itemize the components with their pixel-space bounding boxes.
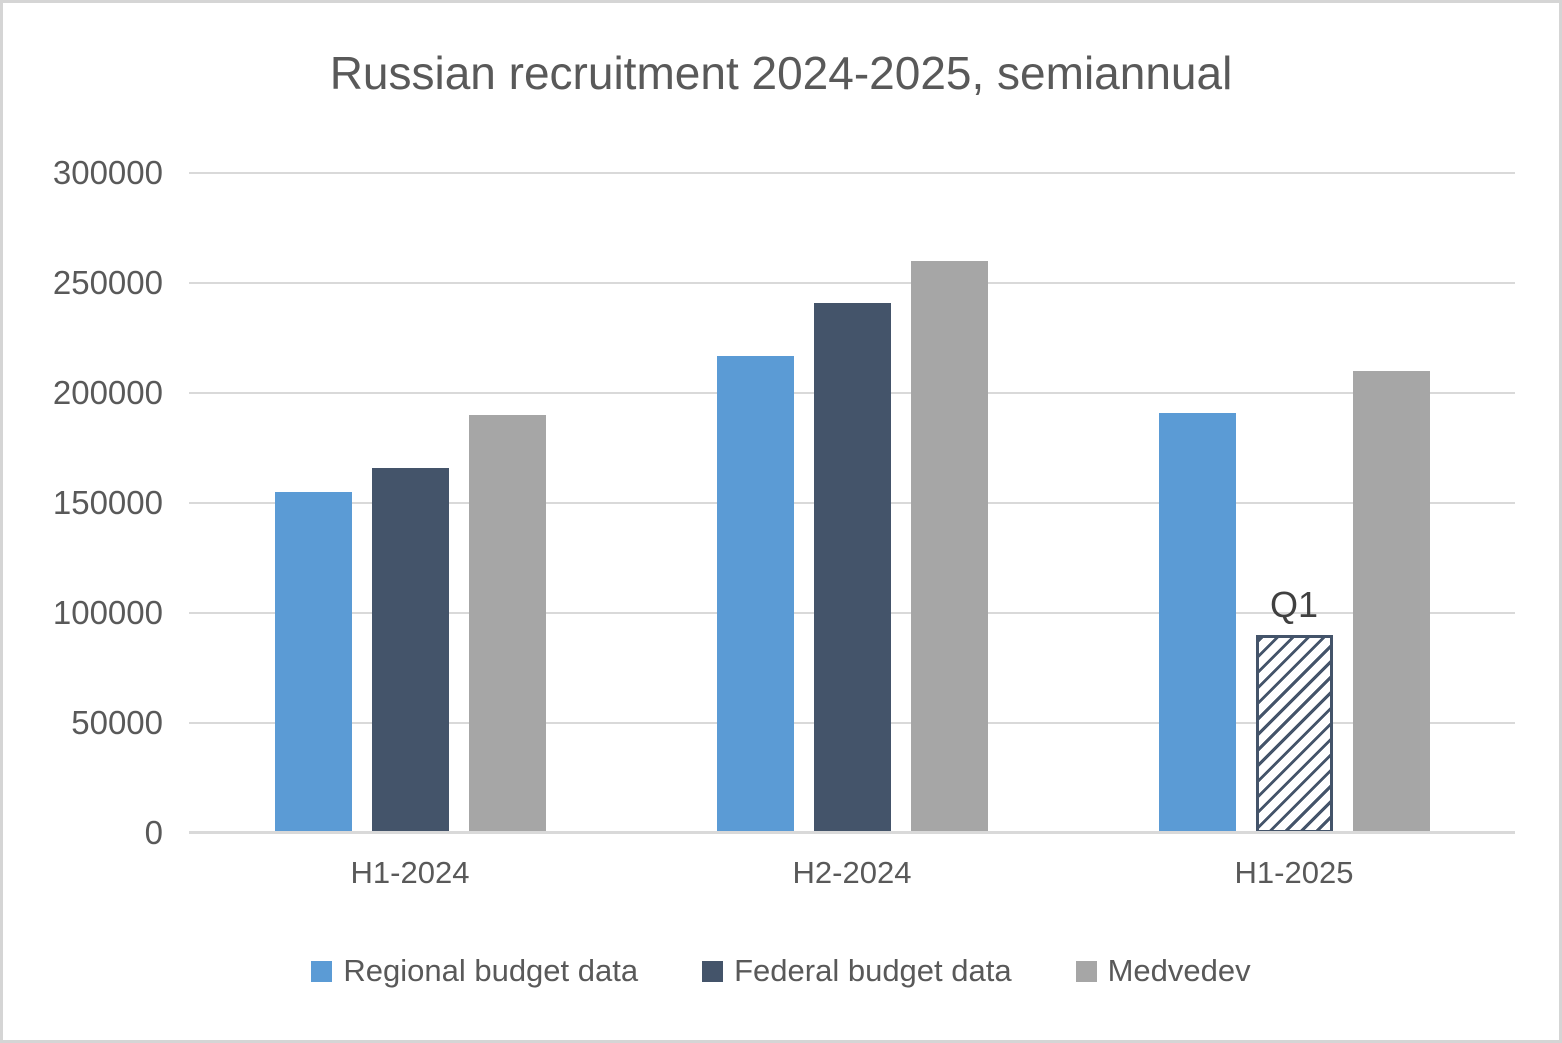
bar-slot-medvedev-h2-2024 xyxy=(910,261,988,833)
bar-slot-regional-budget-data-h1-2024 xyxy=(274,492,352,833)
bar-group-h1-2024 xyxy=(274,415,546,833)
bar-slot-federal-budget-data-h2-2024 xyxy=(813,302,891,833)
gridline-300000 xyxy=(189,172,1515,174)
bar-slot-medvedev-h1-2024 xyxy=(468,415,546,833)
y-tick-label-300000: 300000 xyxy=(52,154,163,191)
x-axis: H1-2024 H2-2024 H1-2025 xyxy=(3,855,1559,900)
y-tick-label-0: 0 xyxy=(144,814,163,851)
x-tick-label-h2-2024: H2-2024 xyxy=(792,855,912,890)
bar-regional-budget-data-h1-2024 xyxy=(274,492,352,833)
y-tick-label-50000: 50000 xyxy=(71,704,163,741)
bar-slot-regional-budget-data-h1-2025 xyxy=(1158,412,1236,833)
bar-group-h2-2024 xyxy=(716,261,988,833)
bar-slot-regional-budget-data-h2-2024 xyxy=(716,355,794,833)
bar-federal-budget-data-h1-2025-q1: Q1 xyxy=(1255,584,1333,833)
chart-title: Russian recruitment 2024-2025, semiannua… xyxy=(329,47,1233,99)
bar-federal-budget-data-h2-2024 xyxy=(813,302,891,833)
legend-label-federal-budget-data: Federal budget data xyxy=(734,953,1012,988)
y-tick-label-250000: 250000 xyxy=(52,264,163,301)
bar-slot-federal-budget-data-h1-2025: Q1 xyxy=(1255,584,1333,833)
legend-item-regional-budget-data: Regional budget data xyxy=(311,953,638,989)
bar-medvedev-h2-2024 xyxy=(910,261,988,833)
x-tick-label-h1-2025: H1-2025 xyxy=(1234,855,1354,890)
legend-label-regional-budget-data: Regional budget data xyxy=(343,953,639,988)
legend-swatch-regional-budget-data xyxy=(311,960,333,982)
y-tick-label-150000: 150000 xyxy=(52,484,163,521)
bar-group-h1-2025: Q1 xyxy=(1158,371,1430,833)
y-tick-label-100000: 100000 xyxy=(52,594,163,631)
legend-swatch-medvedev xyxy=(1075,960,1097,982)
y-axis: 0 50000 100000 150000 200000 250000 300000 xyxy=(3,154,163,851)
bar-regional-budget-data-h1-2025 xyxy=(1158,412,1236,833)
legend-label-medvedev: Medvedev xyxy=(1107,953,1251,988)
legend-item-federal-budget-data: Federal budget data xyxy=(702,953,1012,989)
legend-swatch-federal-budget-data xyxy=(702,960,724,982)
bar-medvedev-h1-2025 xyxy=(1352,371,1430,833)
annotation-q1: Q1 xyxy=(1269,584,1319,625)
bar-medvedev-h1-2024 xyxy=(468,415,546,833)
bar-slot-federal-budget-data-h1-2024 xyxy=(371,467,449,833)
legend-item-medvedev: Medvedev xyxy=(1075,953,1251,989)
x-axis-line xyxy=(189,831,1515,834)
gridline-250000 xyxy=(189,282,1515,284)
bar-slot-medvedev-h1-2025 xyxy=(1352,371,1430,833)
x-tick-label-h1-2024: H1-2024 xyxy=(350,855,470,890)
legend: Regional budget data Federal budget data M… xyxy=(3,953,1559,989)
plot-area: Q1 xyxy=(189,172,1515,834)
bar-federal-budget-data-h1-2024 xyxy=(371,467,449,833)
bar-regional-budget-data-h2-2024 xyxy=(716,355,794,833)
y-tick-label-200000: 200000 xyxy=(52,374,163,411)
